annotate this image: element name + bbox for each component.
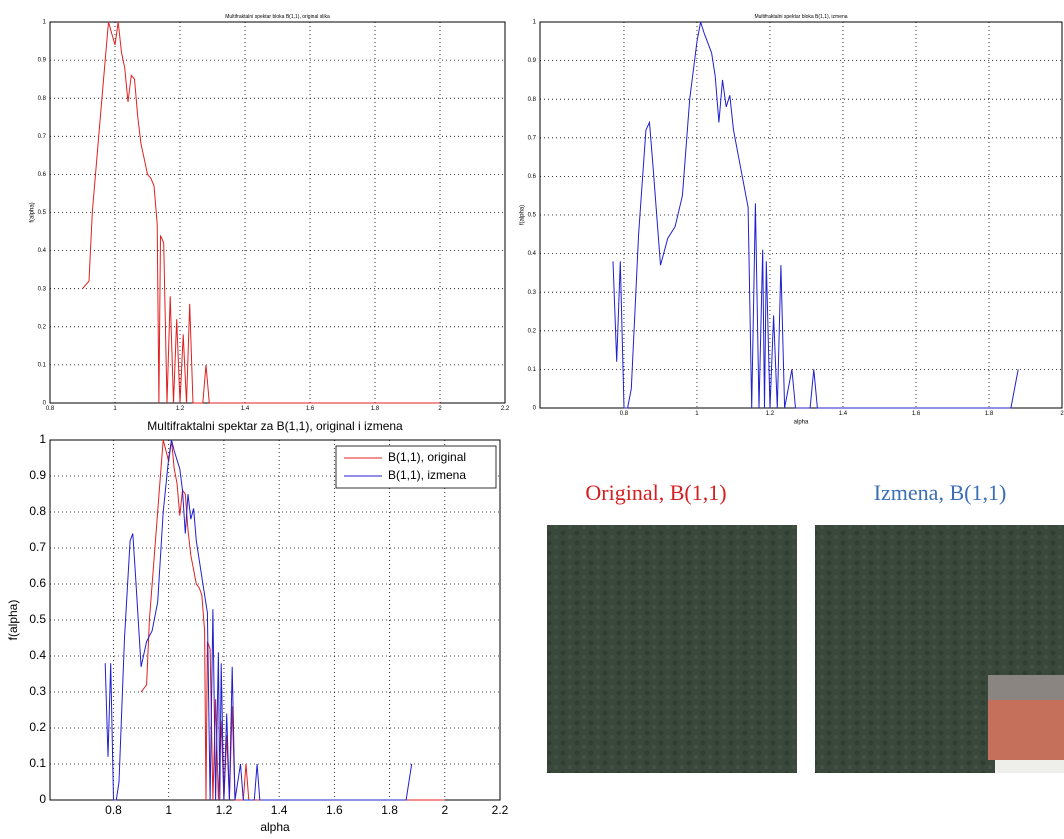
y-tick-label: 0.5 xyxy=(528,213,537,219)
y-tick-label: 0 xyxy=(533,406,537,412)
y-tick-label: 1 xyxy=(533,20,537,26)
y-tick-label: 0.2 xyxy=(38,324,47,330)
x-tick-label: 1.4 xyxy=(241,406,250,412)
y-tick-label: 0.2 xyxy=(29,720,46,734)
y-tick-label: 0.9 xyxy=(29,468,46,482)
y-tick-label: 0.8 xyxy=(38,96,47,102)
x-tick-label: 1.2 xyxy=(766,411,775,417)
x-tick-label: 1.2 xyxy=(216,803,233,817)
y-tick-label: 0.9 xyxy=(38,58,47,64)
y-tick-label: 0.7 xyxy=(528,135,537,141)
y-tick-label: 0.6 xyxy=(528,174,537,180)
y-tick-label: 0.3 xyxy=(29,684,46,698)
photo-original xyxy=(547,525,797,773)
y-tick-label: 0.5 xyxy=(29,612,46,626)
roof-top xyxy=(988,675,1064,700)
x-axis-label: alpha xyxy=(794,419,809,425)
y-tick-label: 0.4 xyxy=(29,648,46,662)
legend-label: B(1,1), original xyxy=(388,450,466,464)
caption: Original, B(1,1) xyxy=(585,480,726,505)
y-tick-label: 0 xyxy=(39,792,46,806)
x-tick-label: 0.8 xyxy=(620,411,629,417)
y-tick-label: 0.3 xyxy=(38,286,47,292)
x-tick-label: 2 xyxy=(438,406,442,412)
x-tick-label: 1 xyxy=(695,411,699,417)
x-tick-label: 1.6 xyxy=(326,803,343,817)
y-axis-label: f(alpha) xyxy=(6,600,20,641)
y-axis-label: f(alpha) xyxy=(520,205,526,225)
x-tick-label: 1.4 xyxy=(271,803,288,817)
y-tick-label: 1 xyxy=(39,432,46,446)
chart-title: Multifraktalni spektar bloka B(1,1), izm… xyxy=(754,14,847,20)
y-tick-label: 0.3 xyxy=(528,290,537,296)
x-tick-label: 2 xyxy=(1060,411,1064,417)
y-tick-label: 0.1 xyxy=(38,362,47,368)
y-tick-label: 0.8 xyxy=(29,504,46,518)
x-tick-label: 0.8 xyxy=(105,803,122,817)
roof xyxy=(988,700,1064,760)
y-tick-label: 0.9 xyxy=(528,58,537,64)
photo-texture xyxy=(547,525,797,773)
y-tick-label: 0.6 xyxy=(29,576,46,590)
x-tick-label: 1.4 xyxy=(839,411,848,417)
wall xyxy=(995,760,1064,773)
y-tick-label: 0.8 xyxy=(528,97,537,103)
y-tick-label: 0.2 xyxy=(528,328,537,334)
x-tick-label: 1.8 xyxy=(985,411,994,417)
x-tick-label: 0.8 xyxy=(46,406,55,412)
x-tick-label: 1.6 xyxy=(912,411,921,417)
photo-modified xyxy=(815,525,1064,773)
chart-title: Multifraktalni spektar bloka B(1,1), ori… xyxy=(225,14,330,20)
x-tick-label: 1.8 xyxy=(371,406,380,412)
caption: Izmena, B(1,1) xyxy=(874,480,1007,505)
chart-title: Multifraktalni spektar za B(1,1), origin… xyxy=(147,419,403,433)
x-tick-label: 1 xyxy=(113,406,117,412)
legend-label: B(1,1), izmena xyxy=(388,468,466,482)
x-axis-label: alpha xyxy=(260,820,290,834)
y-tick-label: 0.1 xyxy=(29,756,46,770)
x-tick-label: 1.6 xyxy=(306,406,315,412)
x-tick-label: 2.2 xyxy=(501,406,510,412)
x-tick-label: 2 xyxy=(441,803,448,817)
x-tick-label: 1.2 xyxy=(176,406,185,412)
data-line xyxy=(82,21,440,404)
x-tick-label: 1 xyxy=(165,803,172,817)
data-line xyxy=(612,21,1019,409)
y-tick-label: 0.7 xyxy=(29,540,46,554)
y-tick-label: 0.6 xyxy=(38,172,47,178)
x-tick-label: 2.2 xyxy=(492,803,509,817)
y-tick-label: 0.4 xyxy=(38,248,47,254)
y-tick-label: 0.5 xyxy=(38,210,47,216)
y-tick-label: 0.4 xyxy=(528,251,537,257)
y-axis-label: f(alpha) xyxy=(30,202,36,222)
plot-area xyxy=(49,21,506,404)
y-tick-label: 0.1 xyxy=(528,367,537,373)
y-tick-label: 0 xyxy=(43,401,47,407)
x-tick-label: 1.8 xyxy=(381,803,398,817)
y-tick-label: 0.7 xyxy=(38,134,47,140)
y-tick-label: 1 xyxy=(43,20,47,26)
data-line xyxy=(104,439,413,801)
legend-box xyxy=(335,445,497,489)
